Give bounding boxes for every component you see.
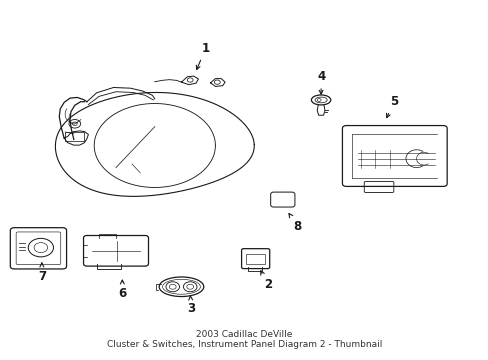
Text: 4: 4 <box>316 70 325 94</box>
Text: 2003 Cadillac DeVille
Cluster & Switches, Instrument Panel Diagram 2 - Thumbnail: 2003 Cadillac DeVille Cluster & Switches… <box>106 330 382 349</box>
Text: 6: 6 <box>118 280 126 300</box>
Text: 7: 7 <box>38 263 46 283</box>
Text: 3: 3 <box>187 296 195 315</box>
Bar <box>245 254 265 264</box>
Text: 8: 8 <box>288 213 301 233</box>
Text: 2: 2 <box>260 271 271 292</box>
Bar <box>65 132 83 141</box>
Text: 5: 5 <box>386 95 397 118</box>
Text: 1: 1 <box>196 42 209 69</box>
